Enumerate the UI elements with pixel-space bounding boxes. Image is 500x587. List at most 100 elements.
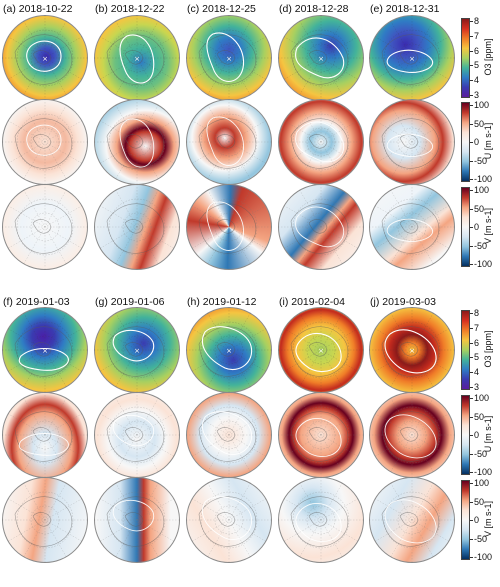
colorbar-v-2 [461,480,470,560]
colorbar-tickmark [470,227,473,228]
svg-text:×: × [409,347,415,355]
panel-title-e: (e) 2018-12-31 [370,3,440,15]
o3-map-b [94,15,180,101]
svg-text:×: × [134,347,140,355]
colorbar-tick-v: 50 [474,496,485,507]
map-overlay-u-d [278,99,364,185]
colorbar-tickmark [470,357,473,359]
panel-title-a: (a) 2018-10-22 [3,3,73,15]
colorbar-tick-o3: 3 [474,382,480,392]
map-overlay-v-b [94,184,180,270]
colorbar-tickmark [470,520,473,521]
colorbar-tick-o3: 4 [474,75,480,86]
v-map-a [2,184,88,270]
panel-title-h: (h) 2019-01-12 [187,296,257,308]
colorbar-tickmark [470,398,473,399]
v-map-c [186,184,272,270]
map-overlay-u-c [186,99,272,185]
colorbar-tickmark [470,538,473,540]
panel-title-g: (g) 2019-01-06 [95,296,165,308]
map-overlay-u-f [2,392,88,478]
colorbar-tick-u: -100 [474,174,493,184]
colorbar-tick-o3: 6 [474,337,480,348]
colorbar-tick-v: -100 [474,552,493,562]
map-overlay-o3-j: × [369,307,455,393]
v-map-g [94,477,180,563]
colorbar-tick-o3: 4 [474,367,480,378]
v-map-j [369,477,455,563]
u-map-f [2,392,88,478]
panel-title-d: (d) 2018-12-28 [279,3,349,15]
v-map-h [186,477,272,563]
colorbar-tick-v: 50 [474,203,485,214]
svg-text:×: × [409,55,415,63]
colorbar-tickmark [470,190,473,191]
v-map-i [278,477,364,563]
colorbar-tick-u: -50 [474,155,488,166]
colorbar-tick-u: 50 [474,411,485,422]
map-overlay-v-d [278,184,364,270]
map-overlay-v-i [278,477,364,563]
map-overlay-o3-h: × [186,307,272,393]
panel-title-i: (i) 2019-02-04 [279,296,345,308]
map-overlay-v-j [369,477,455,563]
svg-text:×: × [134,55,140,63]
map-overlay-o3-i: × [278,307,364,393]
map-overlay-o3-f: × [2,307,88,393]
u-map-d [278,99,364,185]
o3-map-j [369,307,455,393]
colorbar-label-u: U [m s-1] [483,122,493,160]
colorbar-tick-v: -50 [474,240,488,251]
colorbar-tickmark [470,472,473,473]
v-map-d [278,184,364,270]
o3-map-f [2,307,88,393]
map-overlay-o3-c: × [186,15,272,101]
panel-title-c: (c) 2018-12-25 [187,3,256,15]
colorbar-tick-v: -100 [474,259,493,269]
colorbar-tickmark [470,501,473,503]
colorbar-tick-o3: 8 [474,16,480,26]
colorbar-tickmark [470,35,473,37]
panel-title-j: (j) 2019-03-03 [370,296,436,308]
colorbar-label-o3: O3 [ppm] [483,38,493,76]
colorbar-tickmark [470,313,473,314]
u-map-c [186,99,272,185]
colorbar-tickmark [470,387,473,388]
map-overlay-v-e [369,184,455,270]
colorbar-label-v: V [m s-1] [483,208,493,245]
map-overlay-o3-a: × [2,15,88,101]
colorbar-label-v: V [m s-1] [483,501,493,538]
colorbar-label-u: U [m s-1] [483,415,493,453]
colorbar-tickmark [470,65,473,67]
map-overlay-o3-g: × [94,307,180,393]
v-map-b [94,184,180,270]
colorbar-tick-u: -50 [474,448,488,459]
colorbar-tick-v: 100 [474,185,490,195]
colorbar-tick-u: -100 [474,467,493,477]
o3-map-a [2,15,88,101]
colorbar-tick-u: 50 [474,118,485,129]
map-overlay-o3-d: × [278,15,364,101]
colorbar-u-2 [461,395,470,475]
colorbar-tick-v: 100 [474,478,490,488]
colorbar-tickmark [470,264,473,265]
colorbar-v-1 [461,187,470,267]
colorbar-tickmark [470,21,473,22]
map-overlay-u-h [186,392,272,478]
colorbar-tickmark [470,327,473,329]
panel-title-b: (b) 2018-12-22 [95,3,165,15]
colorbar-tickmark [470,416,473,418]
colorbar-tickmark [470,95,473,96]
u-map-g [94,392,180,478]
map-overlay-v-h [186,477,272,563]
map-overlay-u-b [94,99,180,185]
colorbar-u-1 [461,102,470,182]
colorbar-tickmark [470,483,473,484]
colorbar-tick-v: 0 [474,222,480,232]
map-overlay-v-c [186,184,272,270]
map-overlay-u-j [369,392,455,478]
colorbar-tick-u: 100 [474,100,490,110]
o3-map-c [186,15,272,101]
colorbar-tick-o3: 3 [474,90,480,100]
o3-map-g [94,307,180,393]
